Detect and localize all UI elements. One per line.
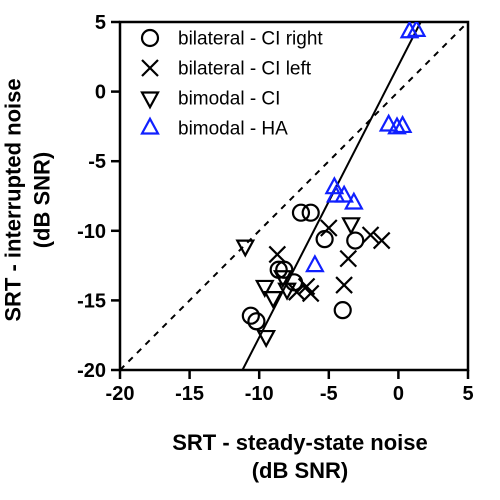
legend-label-bilateral-ci-left: bilateral - CI left xyxy=(178,59,312,80)
legend-label-bimodal-ci: bimodal - CI xyxy=(178,89,280,110)
legend-label-bimodal-ha: bimodal - HA xyxy=(178,119,288,140)
x-tick-label: -20 xyxy=(106,383,135,405)
marker-bilateral-ci-right xyxy=(293,205,309,221)
marker-bimodal-ci xyxy=(258,331,274,346)
x-tick-label: -15 xyxy=(175,383,204,405)
y-tick-label: -15 xyxy=(77,290,106,312)
y-tick-label: 5 xyxy=(95,12,106,34)
x-tick-label: -10 xyxy=(245,383,274,405)
marker-bimodal-ci xyxy=(237,241,253,256)
legend-label-bilateral-ci-right: bilateral - CI right xyxy=(178,29,323,50)
marker-bilateral-ci-right xyxy=(335,302,351,318)
marker-bimodal-ci xyxy=(343,218,359,233)
marker-bilateral-ci-right xyxy=(347,233,363,249)
x-tick-label: 0 xyxy=(393,383,404,405)
scatter-plot: -20 -15 -10 -5 0 5 -20 -15 -10 -5 0 5 bilateral - CI… xyxy=(0,0,500,500)
y-tick-label: 0 xyxy=(95,82,106,104)
x-tick-label: 5 xyxy=(462,383,473,405)
legend-icon-bimodal-ci xyxy=(142,92,158,107)
legend-icon-bimodal-ha xyxy=(142,119,158,134)
x-tick-label: -5 xyxy=(320,383,338,405)
y-tick-label: -10 xyxy=(77,221,106,243)
legend-icon-bilateral-ci-right xyxy=(142,30,158,46)
y-tick-label: -5 xyxy=(88,151,106,173)
marker-bimodal-ha xyxy=(307,256,323,271)
y-tick-label: -20 xyxy=(77,360,106,382)
